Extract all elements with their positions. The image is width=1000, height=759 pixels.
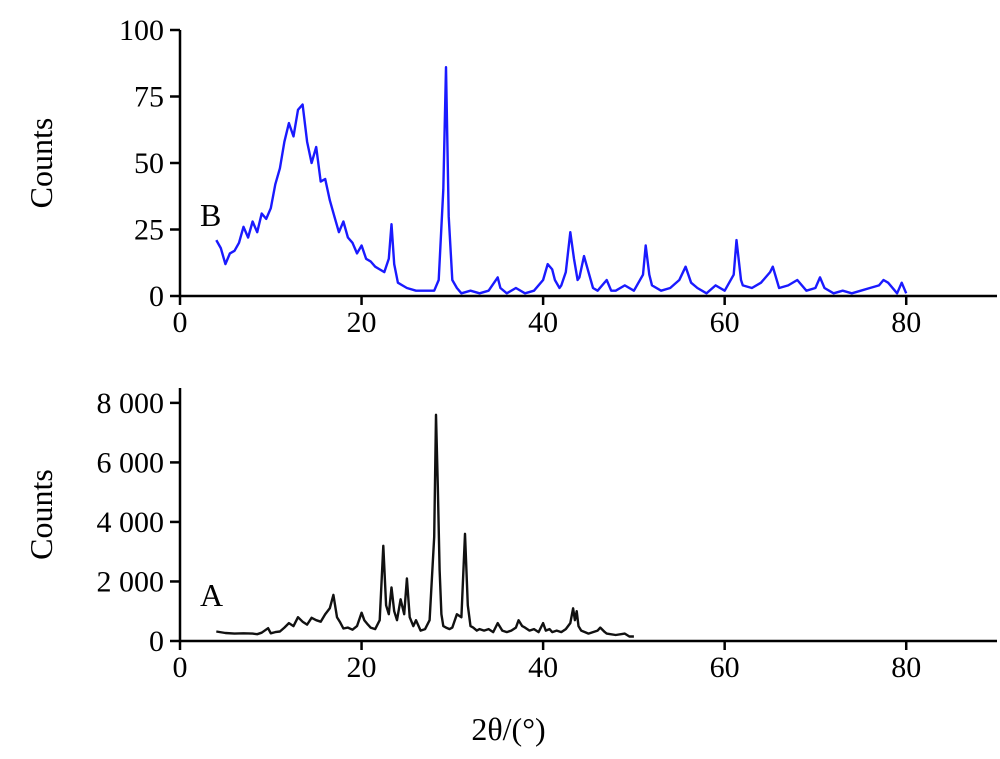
x-tick-label: 60: [710, 651, 740, 684]
panel-b: 0 20 40 60 80 0 25 50 75 100 Counts B: [23, 14, 997, 339]
x-tick-label: 0: [173, 306, 188, 339]
y-axis-title: Counts: [23, 118, 59, 209]
x-tick-label: 0: [173, 651, 188, 684]
x-tick-label: 60: [710, 306, 740, 339]
panel-label: A: [200, 577, 223, 613]
panel-label: B: [200, 197, 221, 233]
y-tick-label: 25: [134, 214, 164, 247]
y-tick-label: 100: [119, 14, 164, 47]
x-axis-title: 2θ/(°): [471, 711, 545, 747]
y-tick-label: 6 000: [97, 446, 165, 479]
x-tick-label: 20: [347, 651, 377, 684]
panel-a: 0 20 40 60 80 0 2 000 4 000 6 000 8 000 Counts A 2θ/…: [23, 387, 997, 747]
y-tick-label: 0: [149, 280, 164, 313]
y-tick-label: 0: [149, 625, 164, 658]
x-tick-label: 80: [891, 651, 921, 684]
x-tick-label: 80: [891, 306, 921, 339]
y-tick-label: 2 000: [97, 565, 165, 598]
y-axis-title: Counts: [23, 469, 59, 560]
x-tick-label: 40: [528, 651, 558, 684]
series-line-0: [215, 66, 908, 295]
series-line-0: [216, 413, 634, 638]
x-tick-label: 40: [528, 306, 558, 339]
y-tick-label: 8 000: [97, 387, 165, 420]
x-tick-label: 20: [347, 306, 377, 339]
y-tick-label: 4 000: [97, 506, 165, 539]
y-tick-label: 50: [134, 147, 164, 180]
y-tick-label: 75: [134, 81, 164, 114]
